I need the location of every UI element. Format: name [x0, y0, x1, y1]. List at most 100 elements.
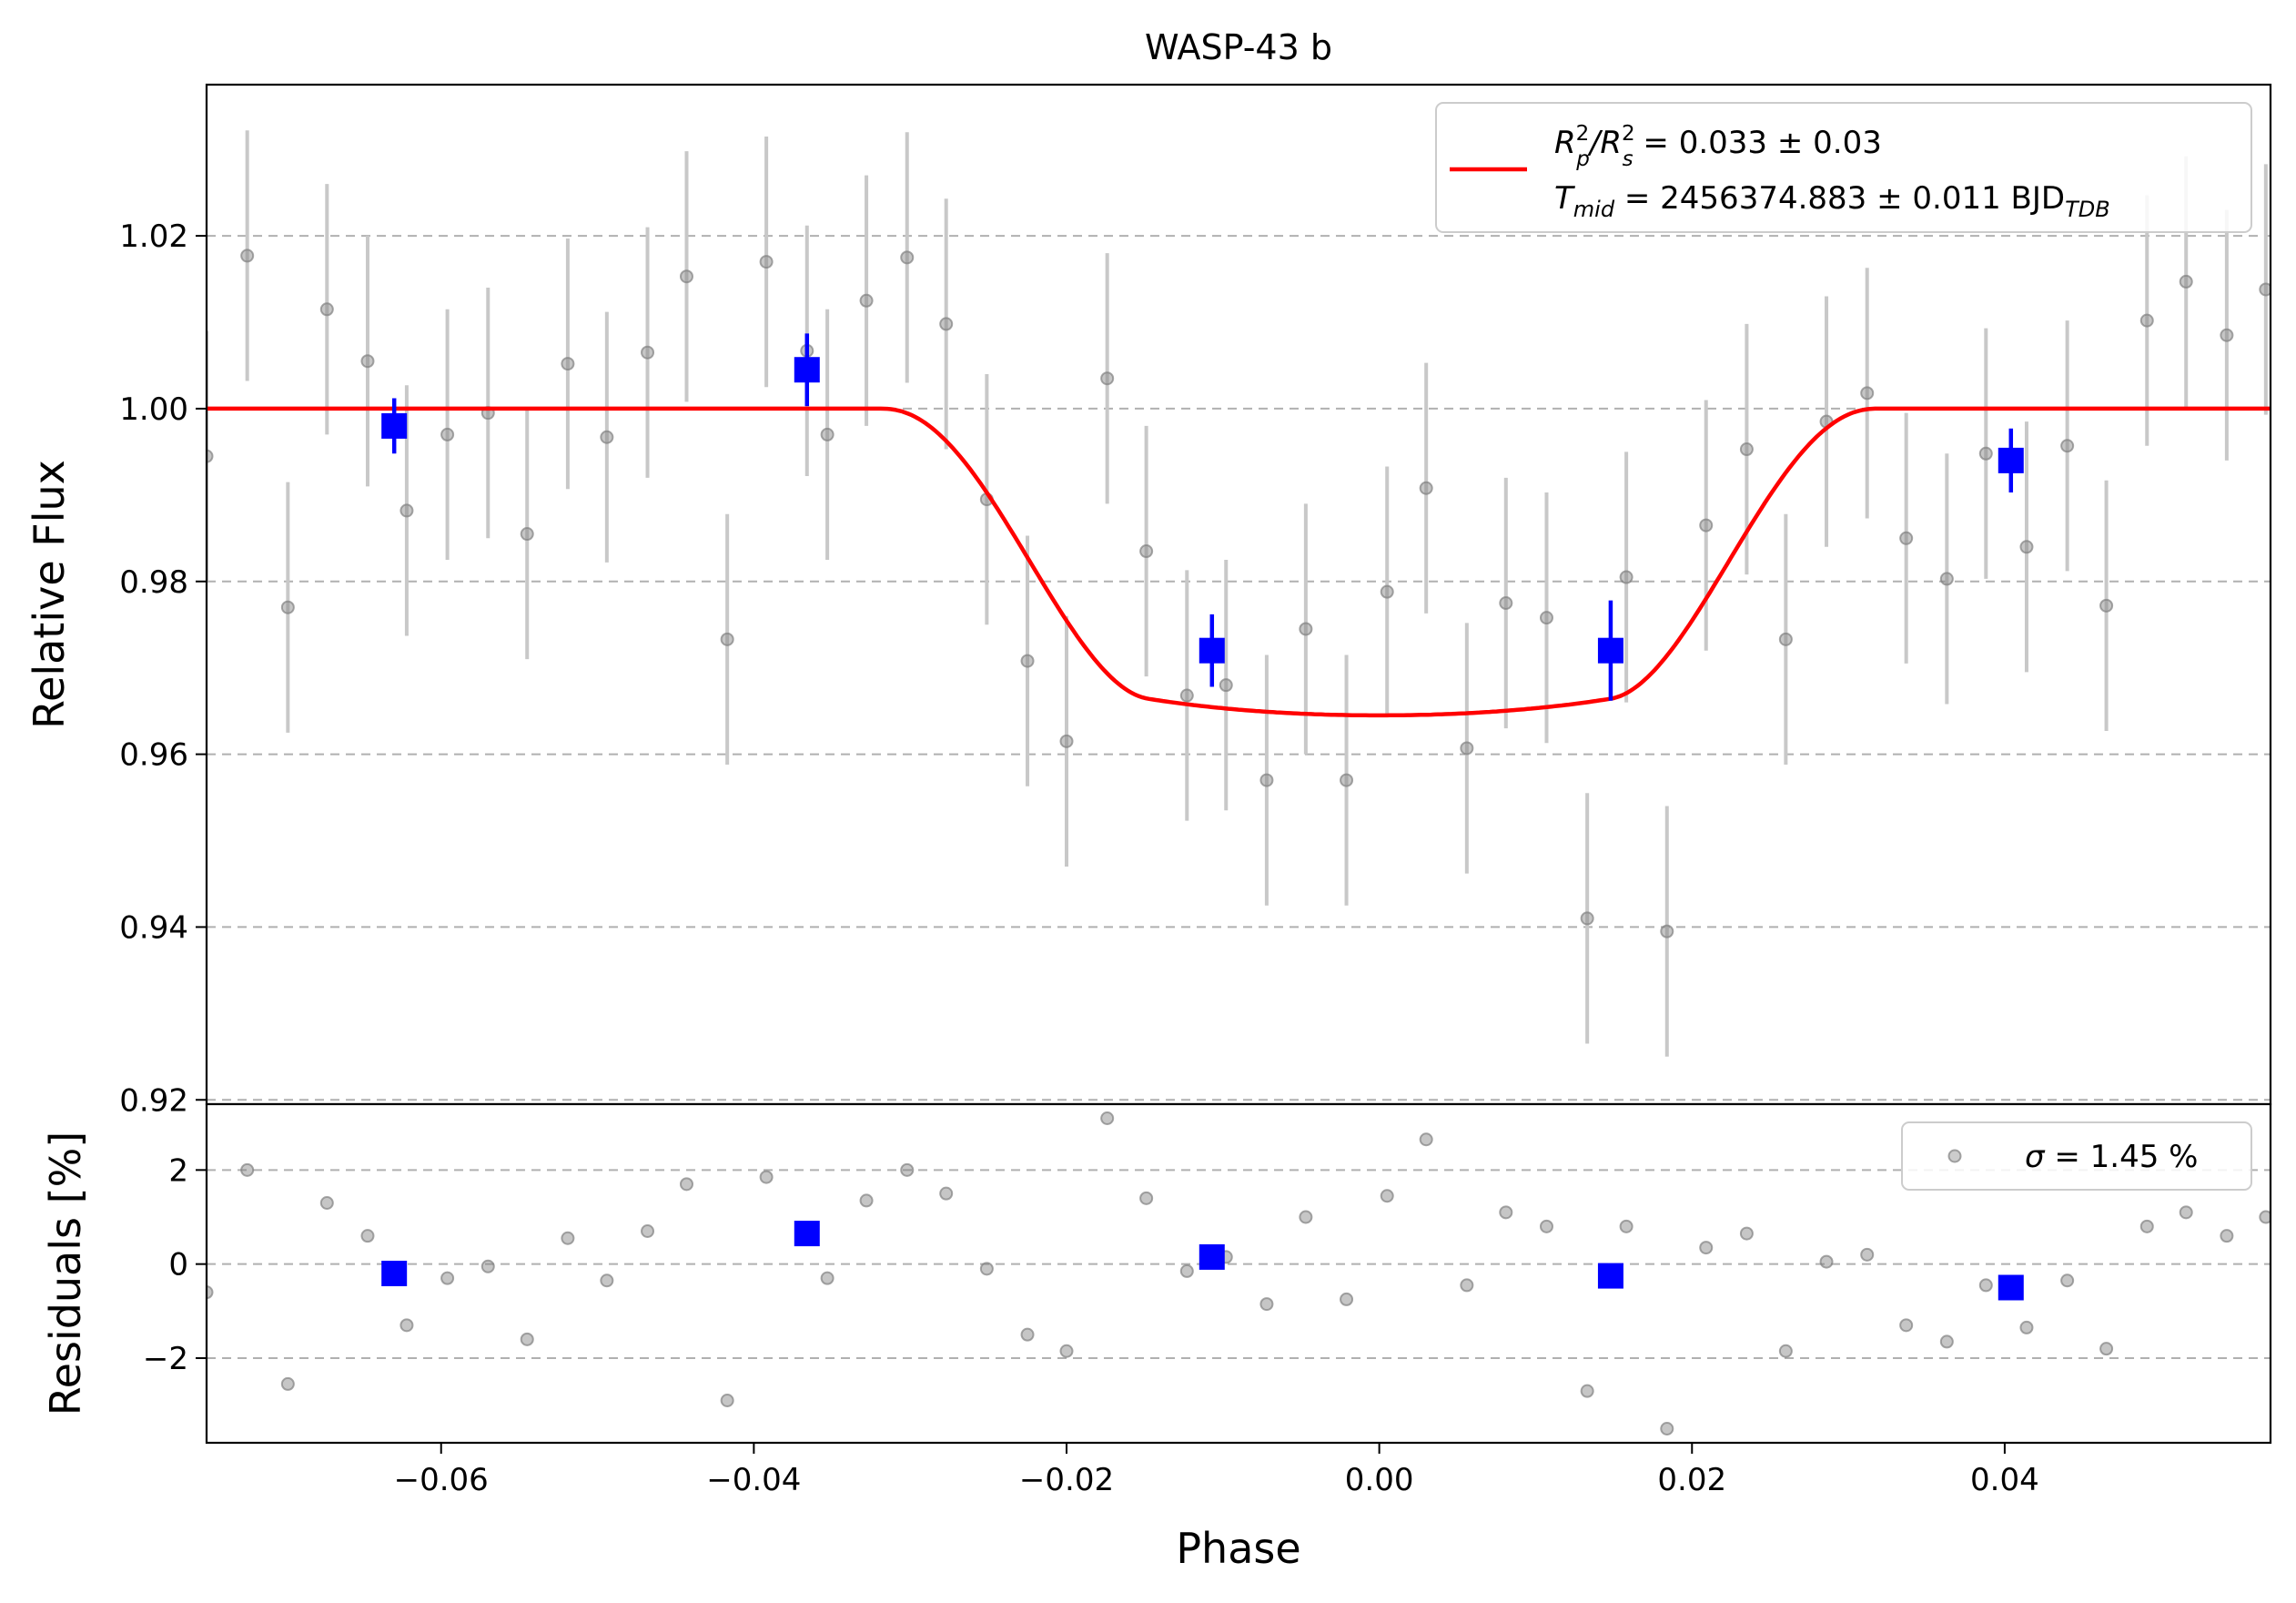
residuals-y-axis-title: Residuals [%]	[41, 1131, 90, 1415]
flux-raw-point	[1219, 678, 1233, 693]
residuals-raw-points	[207, 1111, 2271, 1436]
residuals-legend: σ = 1.45 %	[1901, 1121, 2252, 1191]
residual-raw-point	[600, 1273, 614, 1288]
residual-raw-point	[1299, 1210, 1313, 1224]
legend-sigma-symbol: σ	[2025, 1139, 2046, 1175]
flux-raw-point	[1778, 632, 1793, 646]
flux-raw-point	[1619, 570, 1633, 584]
x-tick-label: 0.04	[1970, 1462, 2039, 1498]
residual-raw-point	[1139, 1191, 1154, 1205]
residual-raw-point	[240, 1162, 255, 1177]
residuals-panel-frame	[205, 1102, 2272, 1445]
flux-raw-point	[1380, 584, 1394, 599]
flux-raw-point	[1580, 911, 1594, 926]
residual-raw-point	[2139, 1219, 2154, 1233]
residual-raw-point	[2019, 1320, 2034, 1334]
residual-raw-point	[1179, 1263, 1194, 1278]
residuals-legend-box	[1901, 1121, 2252, 1191]
legend-r-symbol: R	[1554, 125, 1576, 161]
flux-raw-point	[2259, 282, 2271, 297]
flux-y-tick-label: 0.92	[119, 1082, 188, 1119]
residual-raw-point	[280, 1376, 295, 1391]
residual-binned-point	[1199, 1243, 1225, 1270]
residual-raw-point	[1580, 1384, 1594, 1398]
flux-raw-point	[1978, 446, 1993, 461]
residual-raw-point	[1380, 1189, 1394, 1203]
flux-raw-point	[1939, 572, 1954, 586]
residual-raw-point	[2259, 1210, 2271, 1224]
legend-sigma-value: = 1.45 %	[2045, 1139, 2199, 1175]
flux-raw-point	[1460, 741, 1474, 756]
residual-raw-point	[207, 1285, 214, 1300]
residual-raw-point	[520, 1332, 534, 1346]
flux-raw-point	[2220, 328, 2234, 342]
residual-raw-point	[1739, 1226, 1754, 1241]
residual-raw-point	[1259, 1297, 1274, 1312]
phase-x-axis-ticks: −0.06 −0.04 −0.02 0.00 0.02 0.04	[394, 1443, 2039, 1498]
residuals-y-axis-ticks: −2 0 2	[143, 1152, 207, 1377]
flux-y-tick-label: 1.02	[119, 218, 188, 255]
residual-raw-point	[1059, 1344, 1074, 1358]
x-tick-label: 0.00	[1345, 1462, 1414, 1498]
flux-raw-point	[280, 600, 295, 614]
flux-y-tick-label: 1.00	[119, 391, 188, 428]
flux-binned-points	[381, 333, 2024, 701]
flux-raw-point	[939, 317, 954, 331]
residuals-panel: −2 0 2 Residuals [%] σ = 1.45 %	[41, 1102, 2272, 1445]
flux-raw-point	[1539, 611, 1553, 625]
residual-raw-point	[360, 1229, 375, 1243]
flux-raw-point	[1259, 773, 1274, 787]
flux-raw-point	[859, 293, 874, 308]
residual-binned-point	[1597, 1263, 1623, 1289]
residual-raw-point	[1419, 1132, 1433, 1147]
x-axis-title: Phase	[1176, 1524, 1300, 1573]
flux-raw-point	[2019, 540, 2034, 554]
residual-raw-point	[759, 1170, 774, 1184]
legend-sup-2: 2	[1622, 122, 1635, 146]
residual-raw-point	[400, 1318, 414, 1333]
residual-raw-point	[1819, 1254, 1834, 1269]
chart-title: WASP-43 b	[1145, 27, 1332, 67]
flux-raw-point	[759, 255, 774, 269]
residual-raw-point	[1460, 1278, 1474, 1293]
flux-raw-point	[720, 632, 734, 646]
residual-raw-point	[641, 1224, 655, 1238]
flux-raw-point	[2060, 439, 2075, 453]
residuals-binned-points	[381, 1221, 2024, 1301]
transit-model-curve	[207, 406, 2271, 718]
residual-raw-point	[1699, 1241, 1714, 1255]
residual-raw-point	[720, 1394, 734, 1407]
residual-raw-point	[1100, 1111, 1115, 1125]
flux-raw-point	[900, 250, 915, 265]
flux-raw-point	[1100, 371, 1115, 386]
flux-y-tick-label: 0.98	[119, 564, 188, 601]
flux-raw-point	[1340, 773, 1354, 787]
legend-rp-rs-value: = 0.033 ± 0.03	[1633, 125, 1882, 161]
residual-raw-point	[900, 1162, 915, 1177]
residual-raw-point	[440, 1271, 455, 1285]
residual-raw-point	[1340, 1292, 1354, 1306]
residual-raw-point	[939, 1186, 954, 1201]
residual-raw-point	[561, 1231, 575, 1245]
flux-raw-point	[679, 269, 693, 284]
residual-raw-point	[679, 1177, 693, 1192]
flux-raw-point	[360, 354, 375, 369]
residual-raw-point	[1978, 1278, 1993, 1293]
x-tick-label: −0.02	[1019, 1462, 1114, 1498]
flux-binned-point	[1998, 447, 2024, 473]
flux-raw-point	[2099, 598, 2114, 613]
residuals-legend-marker	[1947, 1149, 1962, 1163]
flux-raw-point	[1299, 622, 1313, 636]
residual-raw-point	[2179, 1205, 2193, 1220]
flux-raw-point	[207, 449, 214, 463]
residual-raw-point	[1499, 1205, 1513, 1220]
legend-slash-r: /R	[1587, 125, 1622, 161]
flux-legend-box	[1435, 102, 2252, 233]
flux-binned-point	[794, 357, 820, 383]
flux-binned-point	[1597, 637, 1623, 664]
legend-sup-1: 2	[1576, 122, 1590, 146]
flux-raw-point	[820, 427, 834, 441]
flux-raw-point	[1860, 386, 1875, 401]
x-tick-label: −0.06	[394, 1462, 489, 1498]
